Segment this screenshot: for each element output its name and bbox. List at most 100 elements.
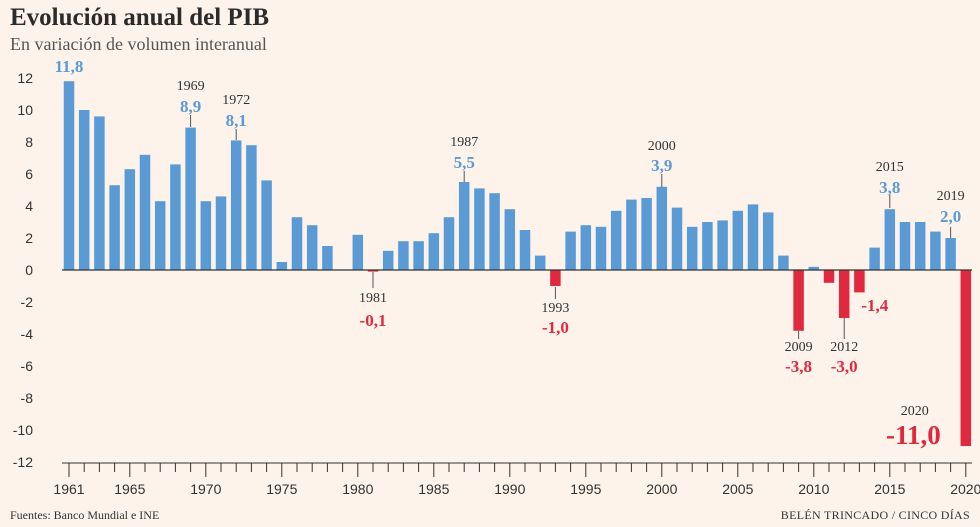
annotation-year-1972: 1972 (222, 93, 250, 108)
x-tick-label: 2015 (874, 481, 905, 497)
bar-2012 (838, 270, 850, 318)
bar-1973 (246, 145, 257, 270)
credit-note: BELÉN TRINCADO / CINCO DÍAS (780, 508, 970, 522)
y-tick-label: -10 (13, 422, 33, 438)
y-tick-label: 12 (17, 70, 33, 86)
x-tick-label: 1970 (190, 481, 221, 497)
bar-2015 (884, 209, 896, 270)
bar-2004 (717, 220, 728, 270)
annotation-year-2020: 2020 (901, 404, 929, 419)
bar-2018 (930, 231, 941, 270)
x-tick-label: 1995 (570, 481, 601, 497)
annotation-value-1969: 8,9 (180, 97, 201, 116)
x-tick-label: 2000 (646, 481, 677, 497)
bar-1993 (550, 270, 561, 286)
bar-1966 (139, 154, 151, 270)
bar-1988 (474, 188, 485, 270)
y-tick-label: -4 (21, 326, 34, 342)
bar-1968 (170, 164, 181, 270)
bar-2008 (778, 255, 789, 270)
x-tick-label: 1985 (418, 481, 449, 497)
bar-1989 (489, 193, 500, 270)
bar-1964 (109, 185, 120, 270)
y-tick-label: 8 (25, 134, 33, 150)
y-tick-label: -8 (21, 390, 34, 406)
annotation-year-1969: 1969 (177, 79, 205, 94)
bar-1981 (367, 270, 379, 272)
bar-1999 (641, 198, 652, 270)
bar-1961 (63, 81, 75, 270)
bar-1990 (504, 209, 516, 270)
bar-2001 (671, 207, 683, 270)
annotation-value-1981: -0,1 (360, 311, 387, 330)
bar-2009 (793, 270, 804, 331)
chart-subtitle: En variación de volumen interanual (10, 34, 267, 54)
bar-1996 (595, 226, 607, 270)
bar-2002 (686, 226, 698, 270)
bar-1995 (580, 225, 592, 270)
x-tick-label: 1980 (342, 481, 373, 497)
bar-1991 (519, 230, 531, 270)
bar-1974 (261, 180, 272, 270)
bar-1963 (94, 116, 105, 271)
bar-1975 (276, 262, 288, 270)
bar-2019 (945, 238, 956, 270)
y-tick-label: 4 (25, 198, 33, 214)
y-tick-label: 10 (17, 102, 33, 118)
bar-1992 (534, 255, 546, 270)
bar-1970 (200, 201, 212, 270)
bar-2014 (869, 247, 880, 270)
annotation-year-1993: 1993 (541, 301, 569, 316)
x-tick-label: 2020 (950, 481, 980, 497)
annotation-year-2009: 2009 (785, 340, 813, 355)
annotation-value-1961: 11,8 (55, 57, 84, 76)
bar-1997 (610, 210, 622, 270)
bar-2003 (702, 222, 713, 270)
bar-1972 (230, 140, 242, 270)
bar-2006 (747, 204, 759, 270)
annotation-value-1993: -1,0 (542, 318, 569, 337)
bar-2017 (914, 222, 926, 270)
annotation-value-2015: 3,8 (879, 178, 900, 197)
bar-1985 (428, 233, 440, 270)
annotation-value-2019: 2,0 (940, 207, 961, 226)
bar-1987 (458, 182, 470, 270)
annotation-year-2000: 2000 (648, 139, 676, 154)
bar-1965 (124, 169, 136, 270)
y-tick-label: -12 (13, 454, 33, 470)
x-tick-label: 2005 (722, 481, 753, 497)
annotation-value-1972: 8,1 (226, 111, 247, 130)
bar-1983 (398, 241, 409, 270)
x-tick-label: 1961 (53, 481, 84, 497)
bar-1969 (185, 127, 196, 270)
bar-1998 (626, 199, 637, 270)
chart-title: Evolución anual del PIB (10, 4, 270, 31)
annotation-value-2000: 3,9 (651, 156, 672, 175)
y-tick-label: -2 (21, 294, 34, 310)
bar-1962 (78, 110, 90, 270)
source-note: Fuentes: Banco Mundial e INE (10, 508, 160, 522)
annotation-value-2020: -11,0 (886, 420, 941, 450)
bar-1971 (215, 196, 227, 270)
annotation-value-1987: 5,5 (454, 153, 475, 172)
annotation-year-2019: 2019 (937, 189, 965, 204)
bar-2010 (808, 266, 820, 270)
bar-2013 (854, 270, 865, 293)
x-tick-label: 1965 (114, 481, 145, 497)
x-tick-label: 1990 (494, 481, 525, 497)
x-tick-label: 1975 (266, 481, 297, 497)
bar-2016 (899, 222, 911, 270)
bar-2000 (656, 186, 668, 270)
bar-2007 (762, 212, 774, 270)
bar-1980 (352, 234, 364, 270)
bar-1982 (382, 250, 394, 270)
y-tick-label: 6 (25, 166, 33, 182)
bar-1978 (322, 246, 333, 270)
x-tick-label: 2010 (798, 481, 829, 497)
annotation-year-2012: 2012 (830, 340, 858, 355)
bar-1984 (413, 241, 424, 270)
y-tick-label: -6 (21, 358, 34, 374)
annotation-year-1981: 1981 (359, 291, 387, 306)
annotation-value-2009: -3,8 (785, 357, 812, 376)
